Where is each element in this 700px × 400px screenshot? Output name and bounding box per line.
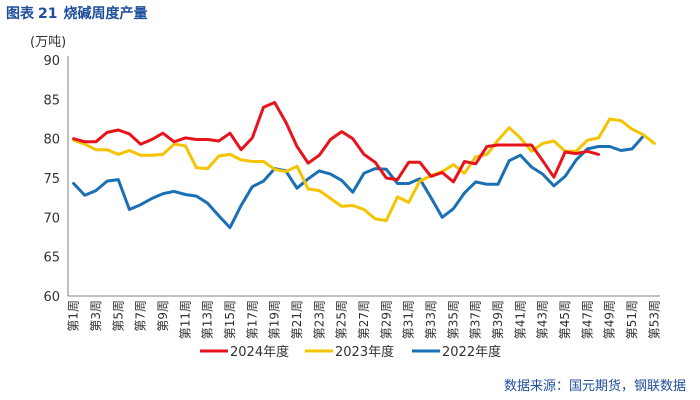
x-tick-label: 第37周 [469,300,483,339]
legend-label-1: 2023年度 [335,344,394,360]
y-tick-label: 70 [43,211,60,226]
x-tick-label: 第9周 [156,300,170,332]
x-tick-label: 第29周 [379,300,393,339]
figure-title: 图表 21 烧碱周度产量 [6,3,147,23]
x-tick-label: 第39周 [491,300,505,339]
x-tick-label: 第51周 [625,300,639,339]
x-tick-label: 第15周 [223,300,237,339]
x-tick-label: 第43周 [536,300,550,339]
x-tick-label: 第5周 [111,300,125,332]
x-tick-label: 第33周 [424,300,438,339]
series-group [72,101,656,230]
y-tick-label: 85 [43,93,60,108]
x-tick-label: 第21周 [290,300,304,339]
legend-label-2: 2022年度 [442,344,501,360]
x-tick-label: 第17周 [245,300,259,339]
x-tick-label: 第7周 [134,300,148,332]
x-tick-label: 第25周 [335,300,349,339]
x-tick-label: 第49周 [603,300,617,339]
x-tick-label: 第53周 [647,300,661,339]
y-tick-label: 90 [43,54,60,69]
y-tick-label: 65 [43,251,60,266]
x-tick-label: 第27周 [357,300,371,339]
series-line-0 [72,101,601,184]
x-tick-label: 第13周 [201,300,215,339]
axes [67,56,660,297]
series-line-1 [72,117,656,222]
series-line-2 [72,134,645,230]
legend: 2024年度 2023年度 2022年度 [200,344,501,360]
x-tick-label: 第19周 [268,300,282,339]
x-tick-label: 第11周 [178,300,192,339]
y-tick-label: 60 [43,290,60,305]
x-tick-label: 第31周 [402,300,416,339]
y-tick-label: 75 [43,172,60,187]
x-axis-ticks: 第1周 第3周 第5周 第7周 第9周 第11周 第13周 第15周 第17周 第19周 第21周第… [67,300,662,339]
legend-label-0: 2024年度 [230,344,289,360]
x-tick-label: 第23周 [312,300,326,339]
y-tick-label: 80 [43,133,60,148]
figure-number: 21 [38,6,58,22]
x-tick-label: 第1周 [67,300,81,332]
x-tick-label: 第3周 [89,300,103,332]
figure-title-text: 烧碱周度产量 [63,6,148,22]
figure-label: 图表 [6,6,34,22]
x-tick-label: 第45周 [558,300,572,339]
x-tick-label: 第47周 [580,300,594,339]
data-source: 数据来源：国元期货，钢联数据 [503,379,686,394]
y-axis-label: (万吨) [30,35,66,50]
x-tick-label: 第41周 [513,300,527,339]
x-tick-label: 第35周 [446,300,460,339]
y-axis-ticks: 60 65 70 75 80 85 90 [43,54,60,305]
